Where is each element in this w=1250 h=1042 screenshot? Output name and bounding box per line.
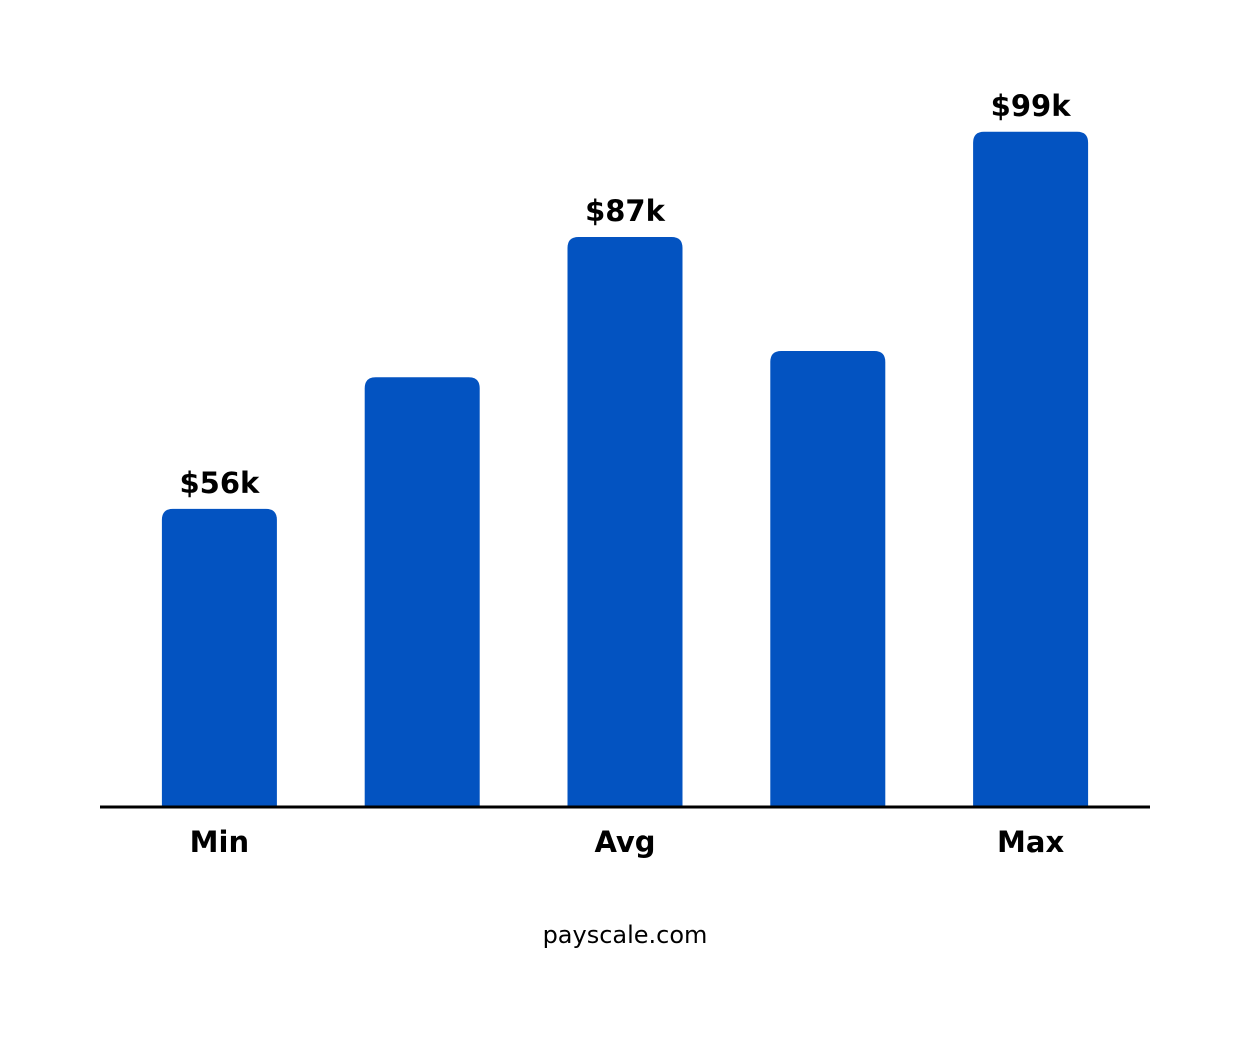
bar [161,508,277,807]
value-label: $56k [179,466,260,500]
bar [770,351,886,807]
value-label: $87k [585,194,666,228]
source: payscale.com [543,921,708,949]
x-tick-label: Avg [594,825,655,859]
bar [567,237,683,807]
value-label: $99k [991,89,1072,123]
bar [973,131,1089,807]
bar [364,377,480,807]
x-tick-label: Max [997,825,1064,859]
x-tick-label: Min [190,825,249,859]
